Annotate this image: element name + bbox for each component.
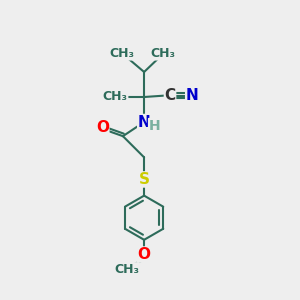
Text: CH₃: CH₃: [110, 47, 134, 60]
Text: H: H: [148, 118, 160, 133]
Text: N: N: [138, 115, 151, 130]
Text: CH₃: CH₃: [151, 47, 176, 60]
Text: S: S: [139, 172, 150, 187]
Text: N: N: [186, 88, 199, 103]
Text: O: O: [96, 120, 109, 135]
Text: CH₃: CH₃: [103, 91, 128, 103]
Text: CH₃: CH₃: [114, 263, 139, 276]
Text: O: O: [138, 247, 151, 262]
Text: C: C: [164, 88, 175, 103]
